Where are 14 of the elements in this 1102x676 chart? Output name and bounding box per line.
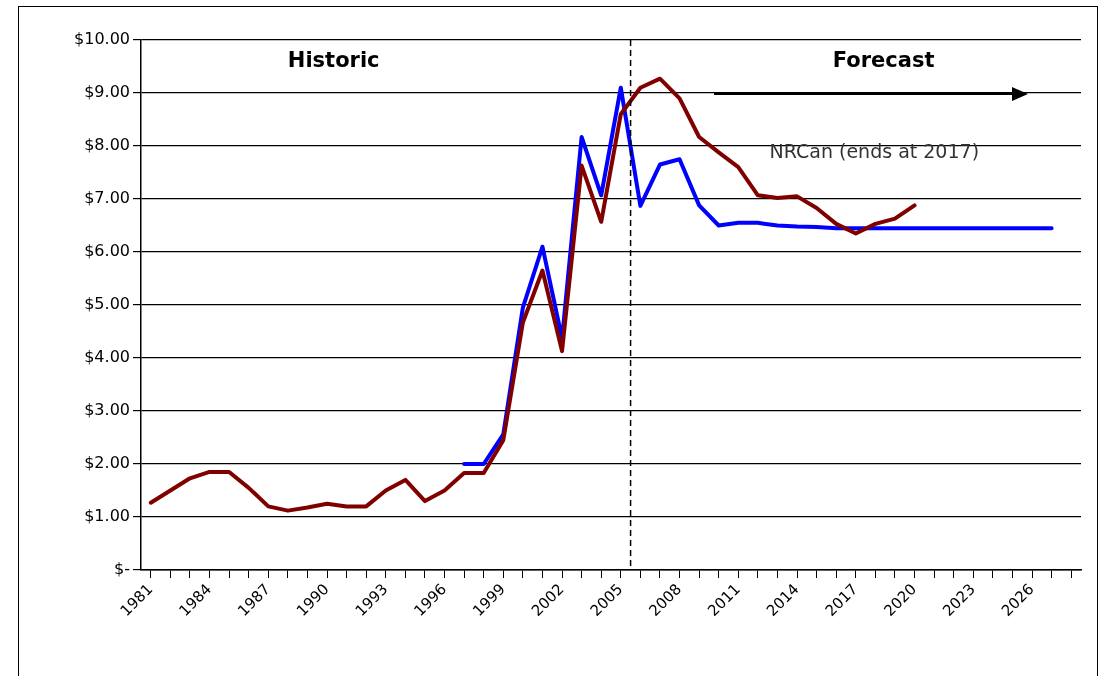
y-tick-label: $- bbox=[114, 559, 130, 579]
annotation: Forecast bbox=[832, 48, 935, 73]
y-tick-label: $4.00 bbox=[84, 347, 130, 367]
y-tick-label: $7.00 bbox=[84, 188, 130, 208]
y-tick-label: $6.00 bbox=[84, 241, 130, 261]
series-label: NRCan (ends at 2017) bbox=[769, 140, 980, 163]
y-tick-label: $1.00 bbox=[84, 506, 130, 526]
y-tick-label: $9.00 bbox=[84, 82, 130, 102]
y-tick-label: $2.00 bbox=[84, 453, 130, 473]
annotation: Historic bbox=[287, 48, 380, 73]
y-tick-label: $5.00 bbox=[84, 294, 130, 314]
y-tick-label: $3.00 bbox=[84, 400, 130, 420]
y-tick-label: $8.00 bbox=[84, 135, 130, 155]
y-tick-label: $10.00 bbox=[74, 29, 130, 49]
